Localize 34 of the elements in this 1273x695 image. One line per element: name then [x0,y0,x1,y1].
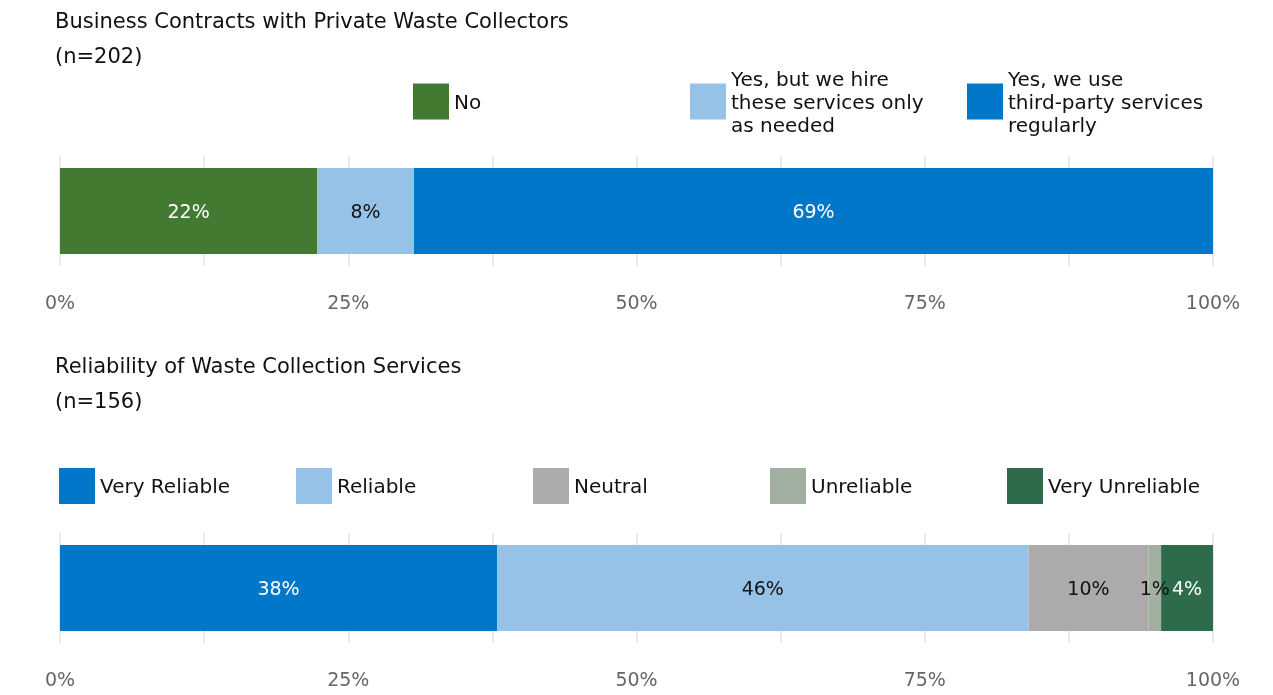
data-label: 4% [1171,577,1203,599]
data-label: 8% [350,200,381,222]
bar [496,545,1029,631]
legend-label: Yes, but we hire these services only as needed [730,66,930,137]
legend-label: Yes, we use third-party services regularly [1007,66,1210,137]
x-tick-label: 50% [615,290,658,313]
x-tick-label: 0% [44,290,76,313]
x-tick-label: 100% [1185,667,1241,690]
x-tick-label: 50% [615,667,658,690]
chart-title: Business Contracts with Private Waste Collectors [55,8,569,33]
data-label: 38% [257,577,300,599]
x-tick-label: 100% [1185,290,1241,313]
legend-label: Neutral [574,474,648,498]
data-label: 22% [167,200,210,222]
bar [60,545,497,631]
legend-label: No [454,89,482,114]
legend-label: Very Unreliable [1048,474,1201,498]
chart-subtitle: (n=202) [55,43,143,68]
legend-label: Very Reliable [100,474,231,498]
chart-subtitle: (n=156) [55,388,143,413]
data-label: 46% [741,577,784,599]
bar [317,168,414,254]
x-tick-label: 25% [327,290,370,313]
bar [413,168,1213,254]
data-label: 69% [792,200,835,222]
x-tick-label: 0% [44,667,76,690]
legend-label: Unreliable [811,474,913,498]
data-label: 10% [1067,577,1110,599]
x-tick-label: 25% [327,667,370,690]
x-tick-label: 75% [903,290,946,313]
x-tick-label: 75% [903,667,946,690]
chart-title: Reliability of Waste Collection Services [55,353,462,378]
bar [60,168,318,254]
legend-label: Reliable [337,474,417,498]
